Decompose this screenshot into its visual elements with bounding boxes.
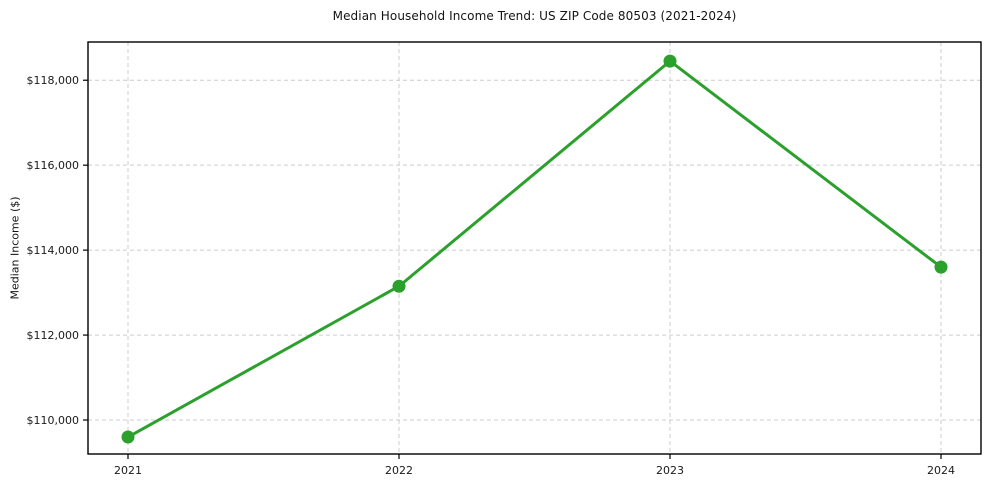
data-point-2024 (934, 260, 948, 274)
y-tick-label: $118,000 (27, 74, 80, 87)
x-tick-label: 2023 (656, 464, 684, 477)
chart-title: Median Household Income Trend: US ZIP Co… (332, 9, 737, 23)
x-tick-label: 2022 (385, 464, 413, 477)
data-point-2022 (392, 279, 406, 293)
data-point-2023 (663, 54, 677, 68)
plot-border (87, 41, 982, 455)
data-point-2021 (121, 430, 135, 444)
x-tick-label: 2021 (114, 464, 142, 477)
trend-line (126, 59, 943, 439)
x-tick-label: 2024 (927, 464, 955, 477)
y-tick-label: $110,000 (27, 414, 80, 427)
y-tick-label: $112,000 (27, 329, 80, 342)
y-tick-label: $114,000 (27, 244, 80, 257)
y-tick-label: $116,000 (27, 159, 80, 172)
